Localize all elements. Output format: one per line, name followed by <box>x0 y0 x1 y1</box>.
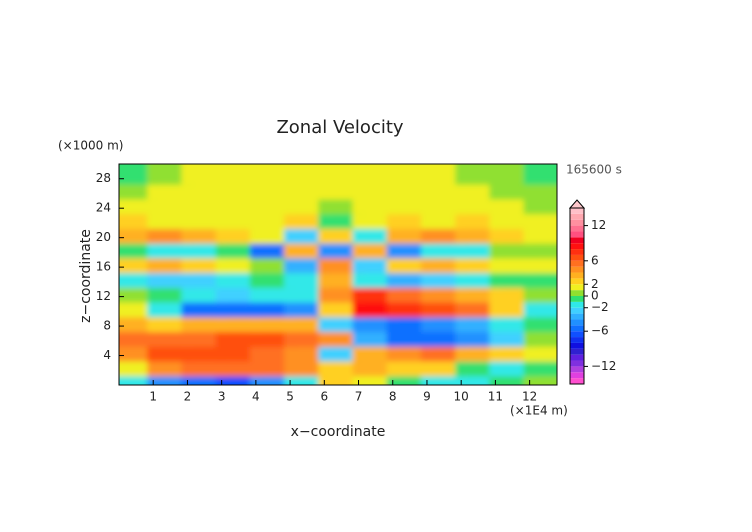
x-tick-label: 2 <box>184 390 192 404</box>
colorbar-box <box>570 260 584 267</box>
time-label: 165600 s <box>566 163 622 177</box>
colorbar-box <box>570 278 584 285</box>
colorbar-box <box>570 290 584 296</box>
colorbar-box <box>570 284 584 291</box>
colorbar-box <box>570 313 584 320</box>
colorbar-label: −2 <box>591 300 609 314</box>
colorbar-box <box>570 378 584 384</box>
colorbar-label: 6 <box>591 253 599 267</box>
colorbar-box <box>570 337 584 343</box>
colorbar-box <box>570 231 584 238</box>
y-tick-label: 16 <box>96 260 111 274</box>
chart-title: Zonal Velocity <box>276 117 403 138</box>
x-tick-label: 3 <box>218 390 226 404</box>
colorbar-box <box>570 331 584 338</box>
cell <box>523 164 557 185</box>
colorbar-box <box>570 296 584 302</box>
x-tick-label: 12 <box>522 390 537 404</box>
x-tick-label: 8 <box>389 390 397 404</box>
x-tick-label: 5 <box>286 390 294 404</box>
colorbar-box <box>570 307 584 314</box>
plot-frame <box>118 163 558 386</box>
colorbar-label: −6 <box>591 324 609 338</box>
colorbar-box <box>570 266 584 273</box>
colorbar-box <box>570 348 584 355</box>
colorbar-box <box>570 249 584 255</box>
colorbar-box <box>570 254 584 261</box>
colorbar-box <box>570 366 584 373</box>
x-tick-label: 1 <box>149 390 157 404</box>
colorbar-box <box>570 225 584 232</box>
colorbar-label: −12 <box>591 359 616 373</box>
colorbar-box <box>570 237 584 244</box>
colorbar-box <box>570 342 584 349</box>
colorbar-box <box>570 213 584 220</box>
x-tick-label: 6 <box>320 390 328 404</box>
x-tick-label: 4 <box>252 390 260 404</box>
x-unit: (×1E4 m) <box>510 404 568 418</box>
colorbar-box <box>570 219 584 226</box>
x-tick-label: 7 <box>355 390 363 404</box>
colorbar-label: 0 <box>591 289 599 303</box>
x-tick-label: 9 <box>423 390 431 404</box>
field <box>119 164 557 385</box>
y-tick-label: 4 <box>103 348 111 362</box>
y-axis-label: z−coordinate <box>78 229 94 323</box>
x-tick-label: 11 <box>488 390 503 404</box>
colorbar-box <box>570 360 584 367</box>
colorbar-box <box>570 372 584 379</box>
colorbar-box <box>570 325 584 332</box>
y-tick-label: 8 <box>103 319 111 333</box>
y-tick-label: 24 <box>96 201 111 215</box>
colorbar-label: 12 <box>591 218 606 232</box>
y-tick-label: 12 <box>96 289 111 303</box>
colorbar-box <box>570 272 584 279</box>
colorbar-box <box>570 301 584 308</box>
cells <box>119 164 557 385</box>
y-tick-label: 28 <box>96 171 111 185</box>
colorbar <box>570 208 584 384</box>
colorbar-triangle <box>568 199 586 209</box>
colorbar-box <box>570 354 584 361</box>
x-axis-label: x−coordinate <box>291 424 386 440</box>
y-tick-label: 20 <box>96 230 111 244</box>
colorbar-box <box>570 208 584 214</box>
y-unit: (×1000 m) <box>58 139 123 153</box>
colorbar-box <box>570 319 584 326</box>
colorbar-label: 2 <box>591 277 599 291</box>
x-tick-label: 10 <box>454 390 469 404</box>
colorbar-box <box>570 243 584 250</box>
